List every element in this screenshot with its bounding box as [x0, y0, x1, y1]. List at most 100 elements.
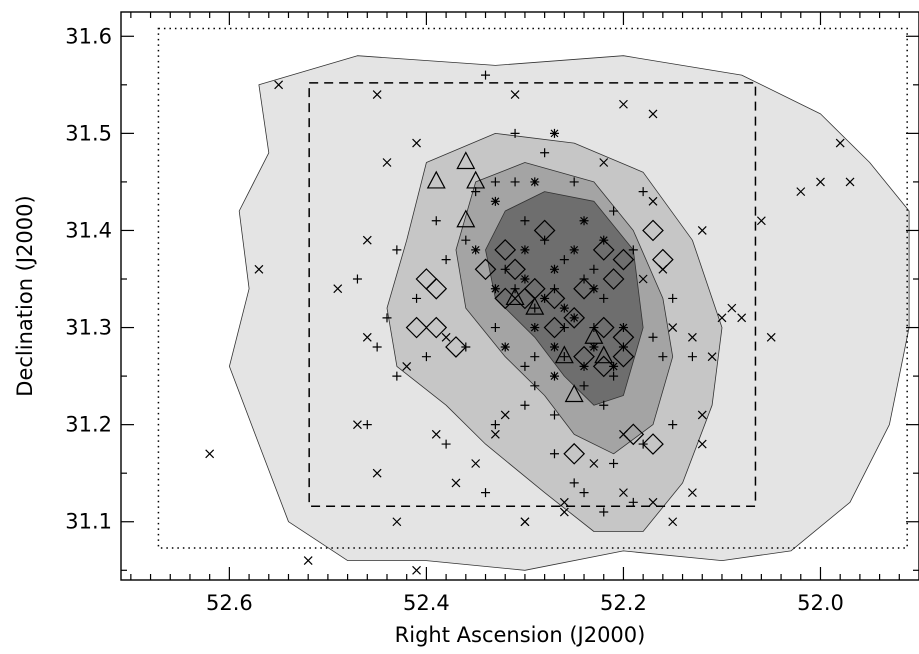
diamond-marker [573, 277, 595, 300]
plus-marker [530, 352, 540, 362]
diamond-marker [563, 442, 586, 465]
y-tick-label: 31.5 [65, 121, 112, 145]
cross-marker [412, 565, 421, 575]
cross-marker [697, 439, 707, 449]
cross-marker [372, 468, 382, 478]
plus-marker [382, 313, 392, 323]
asterisk-marker [579, 216, 589, 226]
cross-marker [589, 459, 599, 468]
triangle-marker [554, 345, 574, 364]
cross-marker [638, 274, 648, 284]
asterisk-marker [549, 264, 559, 274]
diamond-marker [563, 306, 586, 329]
triangle-marker [456, 209, 476, 228]
y-tick-label: 31.3 [65, 316, 112, 340]
plus-marker [589, 264, 599, 274]
y-tick-label: 31.6 [65, 24, 112, 48]
plus-marker [520, 361, 530, 371]
diamond-marker [425, 277, 448, 300]
plus-marker [392, 371, 402, 381]
asterisk-marker [549, 342, 559, 352]
triangle-marker [466, 170, 486, 189]
plus-marker [628, 497, 638, 507]
asterisk-marker [471, 245, 481, 255]
asterisk-marker [490, 196, 500, 206]
diamond-marker [405, 316, 428, 339]
plus-marker [392, 245, 402, 255]
plus-marker [559, 255, 569, 265]
cross-marker [737, 313, 747, 323]
asterisk-marker [520, 245, 530, 255]
triangle-marker [525, 296, 545, 315]
plus-marker [490, 177, 500, 187]
y-axis-label: Declination (J2000) [13, 195, 37, 396]
cross-marker [382, 158, 392, 167]
triangle-marker [584, 325, 604, 344]
cross-marker [205, 449, 215, 459]
cross-marker [648, 196, 658, 206]
cross-marker [392, 517, 402, 527]
cross-marker [756, 216, 766, 226]
cross-marker [441, 332, 451, 342]
plus-marker [599, 507, 609, 517]
region-box-layer [157, 27, 908, 549]
plus-marker [421, 352, 431, 362]
cross-marker [274, 80, 284, 90]
plus-marker [648, 332, 658, 342]
cross-marker [362, 332, 372, 342]
asterisk-marker [530, 177, 540, 187]
diamond-marker [494, 287, 517, 310]
diamond-marker [642, 433, 664, 455]
cross-marker [668, 323, 678, 332]
plus-marker [599, 293, 609, 303]
diamond-marker [533, 219, 556, 242]
diamond-marker [514, 287, 536, 310]
triangle-marker [594, 345, 614, 364]
cross-marker [500, 410, 510, 420]
diamond-marker [592, 355, 615, 378]
source-marker-layer [205, 70, 855, 575]
plus-marker [599, 400, 609, 410]
x-axis-label: Right Ascension (J2000) [395, 623, 646, 647]
triangle-marker [426, 170, 446, 189]
x-tick-label: 52.2 [600, 591, 647, 615]
plus-marker [490, 420, 500, 430]
cross-marker [333, 284, 343, 294]
diamond-marker [494, 239, 517, 261]
cross-marker [697, 226, 707, 235]
plus-marker [668, 420, 678, 430]
cross-marker [372, 90, 382, 99]
asterisk-marker [500, 342, 510, 352]
cross-marker [431, 429, 441, 439]
plus-marker [471, 187, 481, 197]
plus-marker [412, 293, 422, 303]
cross-marker [619, 99, 628, 109]
diamond-marker [602, 268, 625, 290]
plus-marker [431, 216, 441, 226]
diamond-marker [652, 248, 674, 271]
asterisk-marker [549, 128, 559, 138]
cross-marker [816, 177, 825, 187]
axes-layer: 52.6 52.4 52.2 52.0 31.1 31.2 31.3 31.4 31.5 31.6 [65, 12, 919, 615]
y-tick-label: 31.1 [65, 510, 112, 534]
plus-marker [481, 70, 491, 80]
plus-marker [638, 187, 648, 197]
triangle-marker [564, 384, 584, 403]
plus-marker [372, 342, 382, 352]
cross-marker [520, 517, 530, 527]
asterisk-marker [589, 342, 599, 352]
diamond-marker [622, 423, 645, 446]
cross-marker [490, 429, 500, 439]
asterisk-marker [549, 371, 559, 381]
cross-marker [451, 478, 461, 488]
diamond-marker [573, 345, 595, 368]
cross-marker [599, 158, 609, 167]
cross-marker [559, 507, 569, 517]
cross-marker [845, 177, 855, 187]
cross-marker [697, 410, 707, 420]
plus-marker [609, 458, 619, 468]
plus-marker [559, 352, 569, 362]
x-tick-label: 52.0 [797, 591, 844, 615]
cross-marker [835, 138, 845, 148]
plot-frame [120, 11, 919, 581]
